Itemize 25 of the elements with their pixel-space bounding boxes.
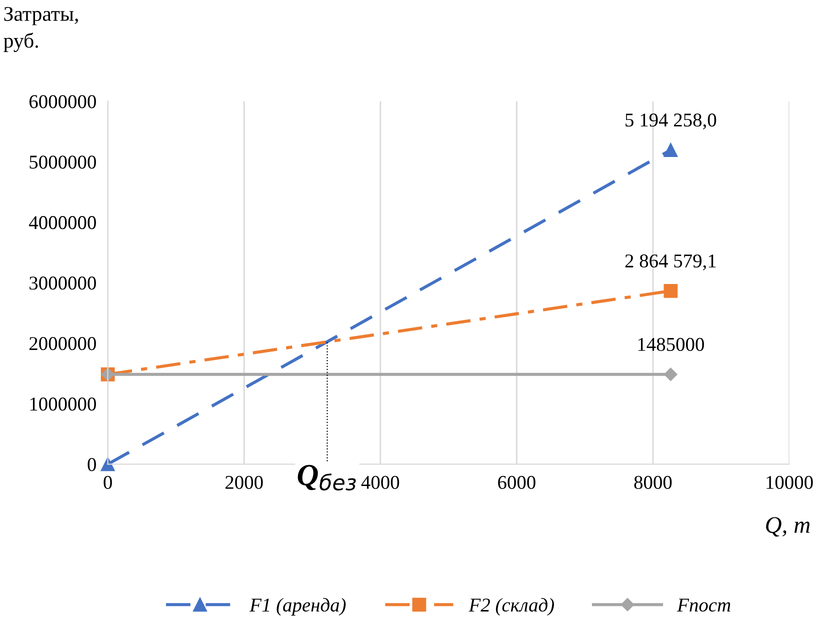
x-tick-label: 4000 bbox=[361, 476, 400, 489]
x-tick-label: 10000 bbox=[766, 476, 813, 489]
data-label: 5 194 258,0 bbox=[626, 113, 716, 130]
y-tick-label: 1000000 bbox=[30, 398, 96, 411]
x-tick-label: 6000 bbox=[498, 476, 536, 489]
y-tick-label: 0 bbox=[88, 458, 96, 472]
x-tick-label: 8000 bbox=[634, 476, 672, 489]
y-tick-label: 5000000 bbox=[30, 156, 96, 169]
y-tick-label: 3000000 bbox=[30, 276, 96, 290]
ref-line-label: Q$_{без}$ bbox=[298, 464, 356, 490]
point bbox=[664, 143, 678, 157]
legend-label: Fпост bbox=[676, 598, 730, 612]
data-label: 2 864 579,1 bbox=[625, 254, 716, 270]
y-axis-title: Затраты, руб. bbox=[4, 6, 78, 52]
data-label: 1485000 bbox=[638, 338, 704, 351]
point bbox=[664, 284, 678, 298]
x-tick-label: 0 bbox=[104, 476, 112, 489]
y-tick-label: 2000000 bbox=[30, 337, 96, 350]
x-axis-title: Q, т bbox=[766, 517, 810, 537]
legend-label: F1 (аренда) bbox=[249, 598, 346, 616]
legend-label: F2 (склад) bbox=[468, 598, 554, 616]
x-tick-label: 2000 bbox=[226, 476, 263, 489]
y-tick-label: 4000000 bbox=[29, 216, 96, 230]
point bbox=[664, 368, 678, 381]
y-tick-label: 6000000 bbox=[29, 95, 96, 108]
